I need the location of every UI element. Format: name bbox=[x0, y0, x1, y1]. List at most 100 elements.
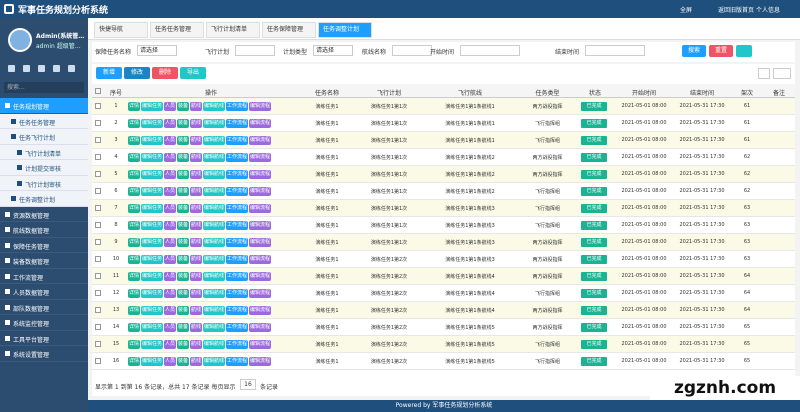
action-button[interactable]: 航线 bbox=[190, 289, 202, 298]
action-button[interactable]: 编辑航线 bbox=[203, 357, 225, 366]
action-button[interactable]: 编辑任务 bbox=[141, 136, 163, 145]
toolbar-button[interactable]: 导出 bbox=[180, 67, 206, 79]
action-button[interactable]: 编辑流程 bbox=[249, 238, 271, 247]
action-button[interactable]: 编辑航线 bbox=[203, 289, 225, 298]
menu-label[interactable]: 保障任务管理 bbox=[13, 243, 50, 251]
menu-label[interactable]: 工作流管理 bbox=[13, 274, 44, 282]
action-button[interactable]: 编辑航线 bbox=[203, 306, 225, 315]
checkbox[interactable] bbox=[95, 171, 101, 177]
toolbar-button[interactable]: 新增 bbox=[96, 67, 122, 79]
checkbox[interactable] bbox=[95, 290, 101, 296]
sidebar-icon[interactable] bbox=[23, 65, 30, 72]
sidebar-icon[interactable] bbox=[68, 65, 75, 72]
checkbox[interactable] bbox=[95, 188, 101, 194]
action-button[interactable]: 人员 bbox=[164, 357, 176, 366]
action-button[interactable]: 工作流程 bbox=[226, 170, 248, 179]
menu-item[interactable] bbox=[0, 253, 88, 269]
sidebar-icon[interactable] bbox=[38, 65, 45, 72]
action-button[interactable]: 工作流程 bbox=[226, 187, 248, 196]
reset-button[interactable]: 重置 bbox=[709, 45, 733, 57]
action-button[interactable]: 航线 bbox=[190, 340, 202, 349]
menu-item[interactable] bbox=[0, 160, 88, 176]
action-button[interactable]: 人员 bbox=[164, 255, 176, 264]
action-button[interactable]: 编辑任务 bbox=[141, 119, 163, 128]
menu-item[interactable] bbox=[0, 129, 88, 145]
action-button[interactable]: 编辑任务 bbox=[141, 306, 163, 315]
menu-item[interactable] bbox=[0, 269, 88, 284]
action-button[interactable]: 详情 bbox=[128, 136, 140, 145]
menu-label[interactable]: 航线数据管理 bbox=[13, 228, 50, 235]
menu-label[interactable]: 人员数据管理 bbox=[13, 290, 50, 297]
action-button[interactable]: 航线 bbox=[190, 170, 202, 179]
action-button[interactable]: 装备 bbox=[177, 136, 189, 145]
action-button[interactable]: 人员 bbox=[164, 289, 176, 298]
action-button[interactable]: 航线 bbox=[190, 306, 202, 315]
field-input[interactable]: 请选择 bbox=[137, 45, 177, 56]
header-link[interactable]: 全屏 bbox=[680, 7, 693, 14]
action-button[interactable]: 人员 bbox=[164, 119, 176, 128]
action-button[interactable]: 详情 bbox=[128, 340, 140, 349]
action-button[interactable]: 详情 bbox=[128, 170, 140, 179]
action-button[interactable]: 编辑航线 bbox=[203, 255, 225, 264]
action-button[interactable]: 详情 bbox=[128, 357, 140, 366]
header-link[interactable]: 返回旧版首页 bbox=[718, 7, 755, 14]
action-button[interactable]: 编辑流程 bbox=[249, 187, 271, 196]
action-button[interactable]: 编辑任务 bbox=[141, 340, 163, 349]
action-button[interactable]: 工作流程 bbox=[226, 238, 248, 247]
action-button[interactable]: 编辑航线 bbox=[203, 221, 225, 230]
action-button[interactable]: 工作流程 bbox=[226, 119, 248, 128]
action-button[interactable]: 人员 bbox=[164, 238, 176, 247]
action-button[interactable]: 编辑航线 bbox=[203, 238, 225, 247]
action-button[interactable]: 人员 bbox=[164, 340, 176, 349]
action-button[interactable]: 编辑任务 bbox=[141, 153, 163, 162]
sidebar-icon[interactable] bbox=[53, 65, 60, 72]
action-button[interactable]: 编辑任务 bbox=[141, 357, 163, 366]
action-button[interactable]: 详情 bbox=[128, 272, 140, 281]
action-button[interactable]: 航线 bbox=[190, 204, 202, 213]
action-button[interactable]: 工作流程 bbox=[226, 221, 248, 230]
checkbox[interactable] bbox=[95, 120, 101, 126]
action-button[interactable]: 航线 bbox=[190, 136, 202, 145]
action-button[interactable]: 装备 bbox=[177, 323, 189, 332]
action-button[interactable]: 编辑流程 bbox=[249, 119, 271, 128]
checkbox[interactable] bbox=[95, 222, 101, 228]
page-size[interactable]: 16 bbox=[240, 379, 256, 390]
action-button[interactable]: 工作流程 bbox=[226, 306, 248, 315]
action-button[interactable]: 装备 bbox=[177, 238, 189, 247]
action-button[interactable]: 人员 bbox=[164, 153, 176, 162]
action-button[interactable]: 编辑任务 bbox=[141, 289, 163, 298]
checkbox[interactable] bbox=[95, 154, 101, 160]
action-button[interactable]: 装备 bbox=[177, 187, 189, 196]
action-button[interactable]: 详情 bbox=[128, 119, 140, 128]
action-button[interactable]: 人员 bbox=[164, 272, 176, 281]
menu-item[interactable] bbox=[0, 331, 88, 346]
action-button[interactable]: 详情 bbox=[128, 255, 140, 264]
action-button[interactable]: 编辑任务 bbox=[141, 221, 163, 230]
menu-label[interactable]: 装备数据管理 bbox=[13, 259, 50, 266]
action-button[interactable]: 航线 bbox=[190, 102, 202, 111]
action-button[interactable]: 详情 bbox=[128, 238, 140, 247]
action-button[interactable]: 编辑任务 bbox=[141, 255, 163, 264]
action-button[interactable]: 人员 bbox=[164, 204, 176, 213]
action-button[interactable]: 航线 bbox=[190, 357, 202, 366]
action-button[interactable]: 编辑任务 bbox=[141, 323, 163, 332]
action-button[interactable]: 航线 bbox=[190, 272, 202, 281]
menu-label[interactable]: 飞行计划清单 bbox=[25, 150, 62, 158]
menu-item[interactable] bbox=[0, 284, 88, 300]
tab[interactable]: 任务任务管理 bbox=[150, 22, 204, 38]
action-button[interactable]: 航线 bbox=[190, 238, 202, 247]
action-button[interactable]: 人员 bbox=[164, 221, 176, 230]
action-button[interactable]: 详情 bbox=[128, 204, 140, 213]
action-button[interactable]: 航线 bbox=[190, 187, 202, 196]
checkbox[interactable] bbox=[95, 324, 101, 330]
tab[interactable]: 飞行计划清单 bbox=[206, 22, 260, 38]
action-button[interactable]: 装备 bbox=[177, 306, 189, 315]
action-button[interactable]: 编辑航线 bbox=[203, 187, 225, 196]
action-button[interactable]: 编辑流程 bbox=[249, 340, 271, 349]
action-button[interactable]: 编辑流程 bbox=[249, 272, 271, 281]
toolbar-button[interactable]: 删除 bbox=[152, 67, 178, 79]
action-button[interactable]: 编辑流程 bbox=[249, 153, 271, 162]
action-button[interactable]: 工作流程 bbox=[226, 255, 248, 264]
action-button[interactable]: 装备 bbox=[177, 272, 189, 281]
action-button[interactable]: 人员 bbox=[164, 102, 176, 111]
